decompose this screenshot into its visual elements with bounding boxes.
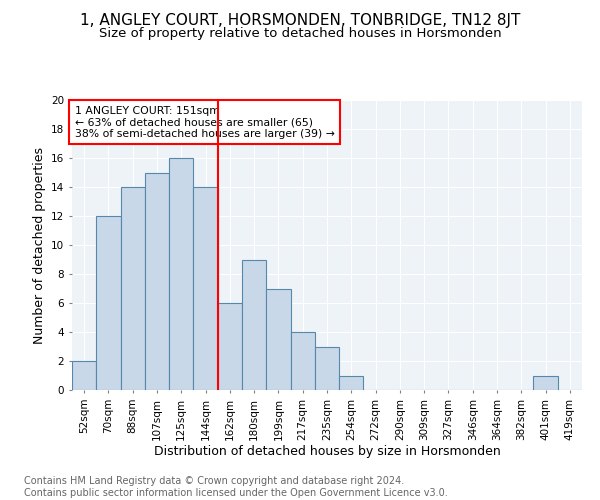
Text: 1, ANGLEY COURT, HORSMONDEN, TONBRIDGE, TN12 8JT: 1, ANGLEY COURT, HORSMONDEN, TONBRIDGE, … — [80, 12, 520, 28]
Bar — [96, 216, 121, 390]
Text: Contains HM Land Registry data © Crown copyright and database right 2024.
Contai: Contains HM Land Registry data © Crown c… — [24, 476, 448, 498]
Bar — [169, 158, 193, 390]
Bar — [72, 361, 96, 390]
Bar — [242, 260, 266, 390]
Y-axis label: Number of detached properties: Number of detached properties — [32, 146, 46, 344]
Text: 1 ANGLEY COURT: 151sqm
← 63% of detached houses are smaller (65)
38% of semi-det: 1 ANGLEY COURT: 151sqm ← 63% of detached… — [74, 106, 334, 139]
X-axis label: Distribution of detached houses by size in Horsmonden: Distribution of detached houses by size … — [154, 446, 500, 458]
Bar — [145, 172, 169, 390]
Bar — [121, 187, 145, 390]
Bar — [533, 376, 558, 390]
Bar — [339, 376, 364, 390]
Bar — [218, 303, 242, 390]
Text: Size of property relative to detached houses in Horsmonden: Size of property relative to detached ho… — [98, 28, 502, 40]
Bar — [266, 288, 290, 390]
Bar — [315, 346, 339, 390]
Bar — [290, 332, 315, 390]
Bar — [193, 187, 218, 390]
